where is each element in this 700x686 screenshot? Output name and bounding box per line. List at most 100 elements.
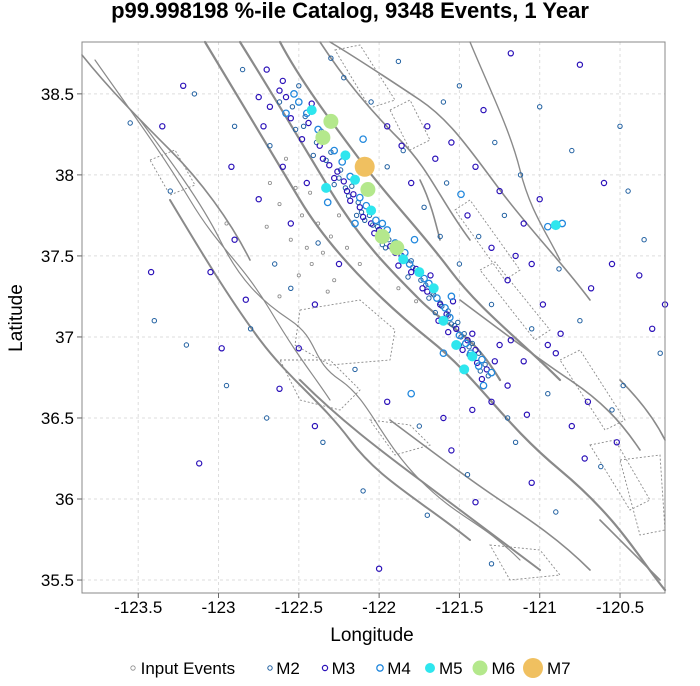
event-m3-91 — [432, 155, 439, 162]
event-m3-2 — [326, 161, 333, 169]
event-m3-76 — [295, 345, 302, 352]
event-m2-41 — [476, 350, 482, 356]
event-m2-45 — [310, 152, 316, 159]
x-tick-label-3: -122 — [362, 598, 396, 617]
event-m3-33 — [356, 204, 363, 211]
legend-marker-m4 — [376, 664, 384, 672]
fault-hatch-zones — [149, 44, 666, 581]
event-m4-33 — [351, 219, 359, 228]
event-m2-5 — [349, 183, 355, 189]
event-m3-38 — [496, 341, 503, 349]
event-m3-74 — [255, 195, 262, 203]
event-m4-14 — [290, 90, 298, 98]
event-m4-22 — [461, 339, 470, 348]
event-m3-47 — [159, 123, 166, 130]
event-m3-14 — [350, 191, 357, 198]
event-m2-92 — [437, 233, 443, 240]
y-axis-ticks: 35.5 36 36.5 37 37.5 38 38.5 — [41, 85, 82, 590]
fault-rinconada — [299, 379, 541, 571]
event-m2-56 — [362, 217, 368, 224]
fault-coastline — [139, 119, 521, 561]
event-m2-77 — [488, 561, 495, 567]
event-m3-17 — [424, 288, 431, 295]
event-input-13 — [224, 221, 229, 226]
x-tick-label-4: -121.5 — [435, 598, 483, 617]
event-m6-0 — [360, 182, 376, 197]
event-m3-54 — [472, 499, 479, 506]
event-m2-60 — [448, 321, 455, 327]
event-m3-77 — [311, 301, 319, 308]
event-input-21 — [396, 286, 401, 291]
event-m4-7 — [405, 260, 414, 268]
event-m3-67 — [613, 439, 621, 446]
event-m3-68 — [581, 455, 588, 462]
event-m3-56 — [557, 330, 564, 337]
x-tick-label-1: -123 — [201, 598, 235, 617]
event-m3-12 — [298, 135, 306, 143]
event-m3-20 — [491, 358, 498, 365]
event-m3-60 — [649, 325, 656, 332]
event-input-12 — [336, 213, 341, 218]
event-m2-111 — [400, 147, 406, 154]
event-m2-73 — [657, 350, 663, 356]
event-input-2 — [316, 221, 321, 226]
event-m2-65 — [239, 66, 246, 73]
fault-greenville — [319, 41, 471, 241]
hatch-zone-j — [489, 544, 561, 581]
hatch-zone-l — [149, 149, 196, 196]
legend-label-m5: M5 — [439, 659, 463, 678]
y-tick-label-4: 37.5 — [41, 247, 74, 266]
event-m3-9 — [472, 346, 479, 354]
event-m2-95 — [368, 99, 374, 105]
event-m4-11 — [455, 331, 464, 340]
event-m3-82 — [424, 123, 431, 130]
event-m5-4 — [366, 205, 377, 216]
hatch-zone-b — [389, 99, 431, 151]
event-m3-99 — [536, 195, 543, 203]
legend-marker-m6 — [472, 660, 488, 676]
event-m3-78 — [335, 260, 343, 268]
event-m3-71 — [504, 382, 511, 389]
event-m3-64 — [539, 301, 547, 308]
event-m6-3 — [374, 229, 390, 244]
y-tick-label-1: 36 — [55, 490, 74, 509]
event-m3-57 — [587, 285, 595, 292]
hatch-zone-i — [279, 359, 361, 411]
event-m3-111 — [528, 479, 535, 486]
event-m3-100 — [507, 337, 514, 344]
event-m4-17 — [362, 201, 371, 210]
event-m4-9 — [433, 294, 441, 302]
event-m3-69 — [384, 398, 391, 405]
event-m2-84 — [151, 318, 158, 324]
event-input-9 — [309, 261, 314, 266]
event-m5-12 — [340, 150, 351, 161]
event-m5-2 — [438, 315, 449, 326]
event-m3-45 — [445, 328, 452, 336]
legend-marker-input — [130, 665, 136, 671]
event-m2-68 — [456, 83, 463, 89]
fault-san-andreas — [203, 40, 667, 592]
event-m2-98 — [492, 139, 498, 146]
fault-nacimiento — [389, 419, 591, 571]
event-m3-98 — [480, 106, 487, 114]
event-m2-103 — [247, 326, 254, 332]
event-m2-38 — [455, 319, 461, 326]
event-m3-89 — [504, 277, 511, 284]
event-m3-108 — [228, 163, 235, 170]
event-m4-37 — [479, 381, 488, 390]
event-m2-50 — [432, 309, 438, 316]
event-m3-72 — [520, 358, 527, 365]
event-m3-66 — [568, 422, 576, 430]
event-m3-50 — [218, 345, 225, 352]
event-m2-100 — [556, 266, 562, 272]
event-m4-18 — [378, 219, 387, 228]
x-axis-ticks: -123.5 -123 -122.5 -122 -121.5 -121 -120.5 — [114, 593, 644, 617]
event-m3-102 — [584, 398, 592, 405]
event-m3-35 — [408, 268, 415, 276]
event-m4-13 — [474, 362, 483, 370]
event-m3-49 — [147, 268, 155, 276]
event-m2-63 — [167, 188, 174, 194]
event-m2-107 — [231, 123, 238, 130]
event-m6-1 — [315, 130, 331, 146]
event-m2-94 — [384, 164, 390, 170]
